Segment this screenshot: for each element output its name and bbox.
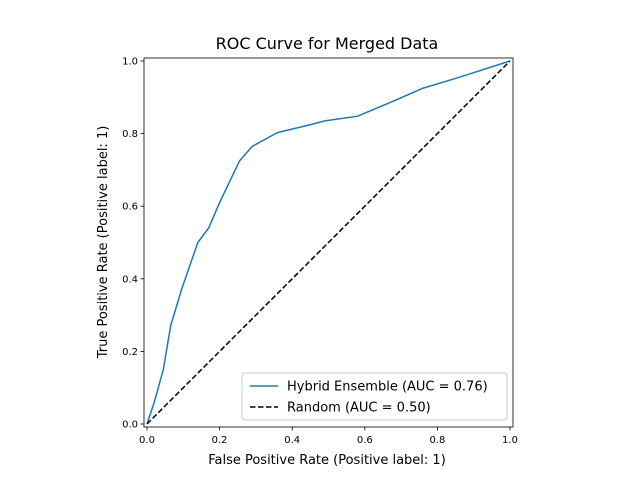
y-tick-label: 1.0 bbox=[122, 57, 138, 68]
axes-frame bbox=[143, 57, 514, 428]
y-axis-label: True Positive Rate (Positive label: 1) bbox=[96, 126, 111, 360]
chart-title: ROC Curve for Merged Data bbox=[216, 34, 439, 53]
x-tick-label: 0.6 bbox=[357, 435, 373, 446]
y-tick-label: 0.6 bbox=[122, 202, 138, 213]
roc-curve-line bbox=[146, 60, 511, 425]
legend-box bbox=[241, 372, 508, 421]
x-tick-label: 1.0 bbox=[502, 435, 518, 446]
x-axis-label: False Positive Rate (Positive label: 1) bbox=[208, 453, 446, 468]
x-tick-label: 0.0 bbox=[139, 435, 155, 446]
x-tick-label: 0.8 bbox=[429, 435, 445, 446]
x-tick-label: 0.2 bbox=[212, 435, 228, 446]
y-tick-label: 0.4 bbox=[122, 274, 138, 285]
x-tick-label: 0.4 bbox=[284, 435, 300, 446]
y-tick-label: 0.0 bbox=[122, 420, 138, 431]
legend-label: Hybrid Ensemble (AUC = 0.76) bbox=[287, 380, 488, 395]
plot-area: 0.0 0.2 0.4 0.6 0.8 1.0 0.0 0.2 0.4 0.6 0.8 1.0 bbox=[122, 57, 518, 447]
legend: Hybrid Ensemble (AUC = 0.76) Random (AUC … bbox=[241, 372, 508, 421]
y-tick-label: 0.2 bbox=[122, 347, 138, 358]
random-baseline-line bbox=[146, 60, 511, 425]
legend-label: Random (AUC = 0.50) bbox=[287, 401, 431, 416]
y-tick-label: 0.8 bbox=[122, 129, 138, 140]
